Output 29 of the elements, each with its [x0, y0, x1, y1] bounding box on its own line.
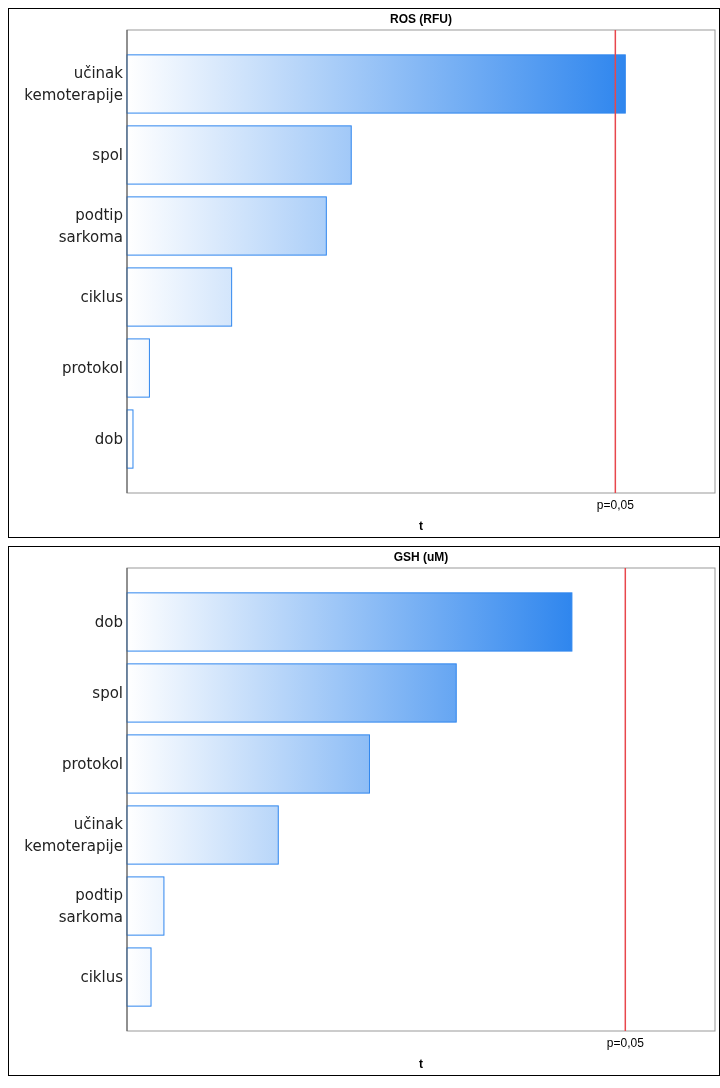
y-tick-label: protokol [61, 754, 123, 773]
bar [126, 805, 279, 865]
y-tick-label: protokol [61, 358, 123, 377]
bar [126, 734, 370, 794]
y-tick-label: spol [92, 145, 123, 164]
chart-title: GSH (uM) [393, 550, 449, 564]
bar [126, 196, 327, 256]
y-tick-label: učinak kemoterapije [24, 814, 124, 855]
y-tick-label: spol [92, 683, 123, 702]
y-tick-label: dob [94, 612, 123, 631]
y-tick-label: podtip sarkoma [58, 885, 123, 926]
text: p=0,05 [606, 1036, 645, 1050]
x-axis-title: t [419, 519, 423, 533]
bar [126, 54, 626, 114]
bar [126, 338, 150, 398]
bar [126, 125, 352, 185]
chart-title: ROS (RFU) [390, 12, 452, 26]
y-tick-label: podtip sarkoma [58, 205, 123, 246]
bar [126, 267, 233, 327]
y-tick-label: učinak kemoterapije [24, 63, 124, 104]
text: p=0,05 [596, 498, 635, 512]
y-tick-label: ciklus [80, 967, 124, 986]
bar [126, 876, 165, 936]
bar [126, 592, 573, 652]
y-tick-label: ciklus [80, 287, 124, 306]
bar [126, 947, 152, 1007]
y-tick-label: dob [94, 429, 123, 448]
x-axis-title: t [419, 1057, 423, 1071]
bar [126, 663, 457, 723]
